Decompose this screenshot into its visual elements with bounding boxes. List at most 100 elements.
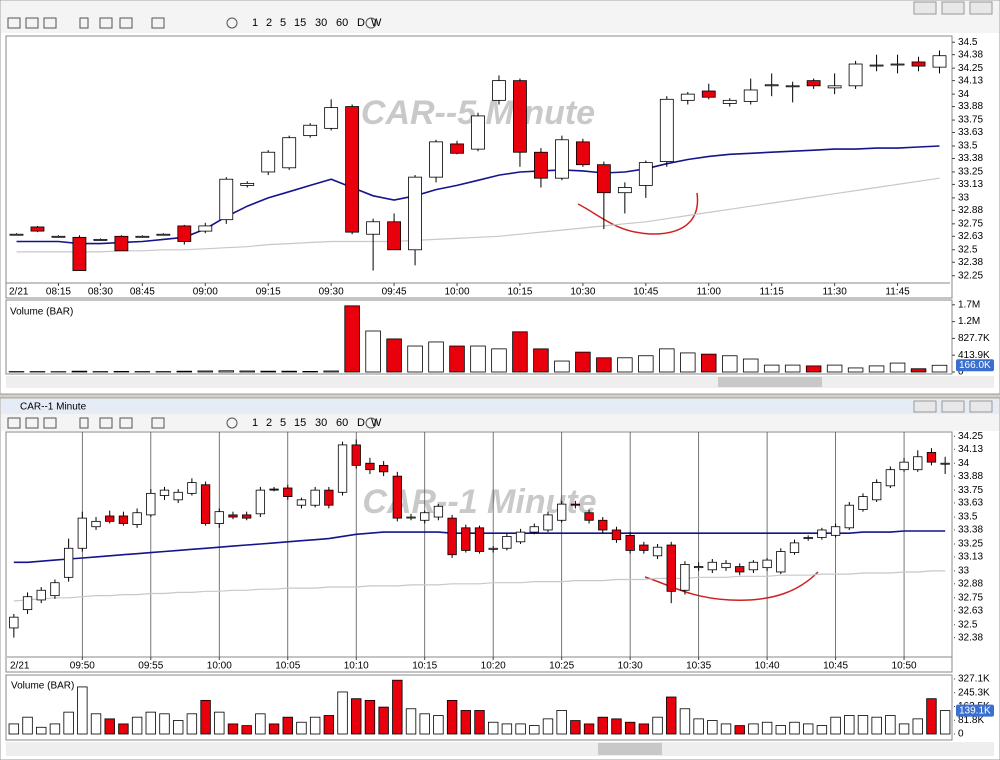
y-tick-label: 0 bbox=[958, 729, 964, 740]
timeframe-button[interactable]: 5 bbox=[280, 417, 286, 429]
timeframe-button[interactable]: 15 bbox=[294, 17, 306, 29]
volume-bar bbox=[296, 721, 307, 735]
scrollbar[interactable] bbox=[6, 742, 994, 756]
icon bbox=[119, 17, 133, 29]
y-tick-label: 1.7M bbox=[958, 299, 980, 310]
x-tick-label: 08:30 bbox=[88, 287, 113, 298]
timeframe-button[interactable]: 2 bbox=[266, 17, 272, 29]
timeframe-button[interactable]: D bbox=[357, 417, 365, 429]
timeframe-button[interactable]: 1 bbox=[252, 17, 258, 29]
x-tick-label: 10:35 bbox=[686, 661, 711, 672]
timeframe-button[interactable]: 60 bbox=[336, 417, 348, 429]
x-tick-label: 11:00 bbox=[697, 287, 722, 298]
y-tick-label: 34.13 bbox=[958, 75, 983, 86]
candle-body bbox=[701, 90, 716, 98]
icon bbox=[43, 17, 57, 29]
y-tick-label: 34 bbox=[958, 458, 970, 469]
volume-bar bbox=[763, 364, 780, 373]
candle-body bbox=[529, 526, 539, 533]
scrollbar[interactable] bbox=[6, 376, 994, 388]
x-tick-label: 08:15 bbox=[46, 287, 71, 298]
window-controls[interactable] bbox=[913, 1, 993, 15]
maximize-button[interactable] bbox=[941, 1, 965, 15]
candle-body bbox=[748, 561, 759, 571]
candle-body bbox=[36, 589, 46, 601]
close-button[interactable] bbox=[969, 400, 993, 413]
moving-average-line bbox=[16, 145, 940, 245]
timeframe-button[interactable]: 30 bbox=[315, 17, 327, 29]
candle-body bbox=[187, 482, 197, 494]
window-title: CAR--1 Minute bbox=[20, 402, 87, 413]
scroll-thumb[interactable] bbox=[598, 743, 662, 755]
candle-body bbox=[776, 551, 786, 573]
candle-body bbox=[625, 534, 635, 551]
volume-bar bbox=[707, 720, 718, 735]
volume-bar bbox=[570, 720, 581, 735]
candle-body bbox=[228, 514, 238, 518]
candle-body bbox=[803, 537, 813, 539]
candle-body bbox=[911, 61, 926, 67]
x-tick-label: 10:10 bbox=[344, 661, 369, 672]
timeframe-button[interactable]: 60 bbox=[336, 17, 348, 29]
close-button[interactable] bbox=[969, 1, 993, 15]
candle-body bbox=[598, 519, 608, 531]
candle-body bbox=[91, 520, 101, 528]
volume-bar bbox=[118, 723, 129, 735]
y-tick-label: 33.5 bbox=[958, 512, 978, 523]
candle-body bbox=[858, 496, 868, 510]
minimize-button[interactable] bbox=[913, 400, 937, 413]
last-volume-label: 139.1K bbox=[959, 705, 991, 716]
timeframe-button[interactable]: 30 bbox=[315, 417, 327, 429]
scroll-thumb[interactable] bbox=[718, 377, 822, 387]
toolbar-icons bbox=[7, 417, 377, 429]
timeframe-button[interactable]: 1 bbox=[252, 417, 258, 429]
volume-bar bbox=[742, 358, 759, 373]
volume-bar bbox=[666, 696, 677, 735]
icon bbox=[365, 417, 377, 429]
timeframe-button[interactable]: 15 bbox=[294, 417, 306, 429]
volume-bar bbox=[638, 355, 654, 373]
candle-body bbox=[596, 164, 611, 194]
volume-bar bbox=[449, 345, 465, 373]
timeframe-button[interactable]: 2 bbox=[266, 417, 272, 429]
candle-body bbox=[118, 515, 129, 524]
x-tick-label: 09:30 bbox=[319, 287, 344, 298]
toolbar-icons bbox=[7, 17, 377, 29]
volume-bar bbox=[826, 364, 843, 373]
volume-bar bbox=[784, 364, 801, 373]
toolbar bbox=[1, 414, 999, 431]
timeframe-button[interactable]: W bbox=[371, 17, 382, 29]
candle-body bbox=[785, 85, 800, 88]
candle-body bbox=[515, 531, 526, 543]
timeframe-button[interactable]: W bbox=[371, 417, 382, 429]
pane-title: Volume (BAR) bbox=[10, 307, 73, 318]
y-tick-label: 34.13 bbox=[958, 444, 983, 455]
window-frame bbox=[0, 397, 1000, 760]
candle-body bbox=[261, 151, 276, 173]
maximize-button[interactable] bbox=[941, 400, 965, 413]
x-tick-label: 11:15 bbox=[760, 287, 785, 298]
volume-bar bbox=[77, 686, 88, 735]
volume-bar bbox=[542, 718, 554, 735]
moving-average-line bbox=[16, 177, 940, 253]
timeframe-button[interactable]: 5 bbox=[280, 17, 286, 29]
timeframe-button[interactable]: D bbox=[357, 17, 365, 29]
x-tick-label: 10:15 bbox=[412, 661, 437, 672]
volume-bar bbox=[659, 348, 675, 373]
y-tick-label: 32.75 bbox=[958, 592, 983, 603]
volume-bar bbox=[214, 711, 225, 735]
y-tick-label: 33.88 bbox=[958, 101, 983, 112]
minimize-button[interactable] bbox=[913, 1, 937, 15]
volume-bar bbox=[789, 721, 800, 735]
price-pane bbox=[5, 431, 953, 673]
candle-body bbox=[351, 444, 361, 466]
x-tick-label: 10:45 bbox=[823, 661, 848, 672]
icon bbox=[25, 417, 39, 429]
candle-body bbox=[135, 235, 150, 238]
candle-body bbox=[132, 512, 142, 525]
candle-body bbox=[789, 542, 800, 553]
volume-bar bbox=[386, 338, 402, 373]
y-tick-label: 33.75 bbox=[958, 115, 983, 126]
window-controls[interactable] bbox=[913, 400, 993, 413]
